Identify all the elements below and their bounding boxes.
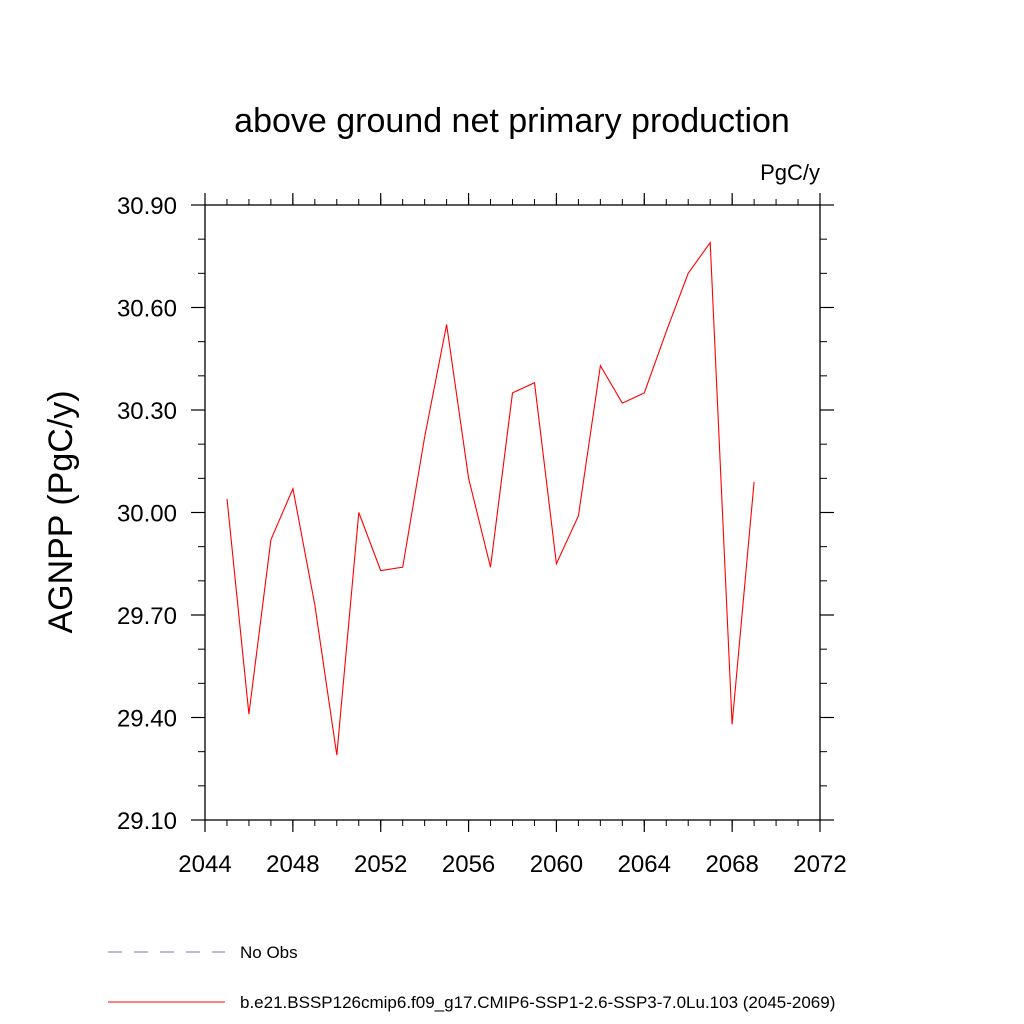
x-tick-label: 2064 [618,851,671,878]
x-tick-label: 2044 [178,851,231,878]
chart-title: above ground net primary production [234,102,790,140]
y-tick-label: 29.10 [117,808,177,835]
y-axis-label: AGNPP (PgC/y) [42,390,80,633]
x-tick-label: 2048 [266,851,319,878]
units-label: PgC/y [760,160,820,185]
y-tick-label: 30.00 [117,501,177,528]
series-line [226,240,755,756]
y-tick-label: 30.30 [117,398,177,425]
x-tick-label: 2068 [705,851,758,878]
series-layer [226,240,755,756]
legend-label: No Obs [240,943,298,962]
y-tick-label: 30.60 [117,296,177,323]
y-tick-label: 29.70 [117,603,177,630]
x-tick-label: 2060 [530,851,583,878]
y-tick-label: 29.40 [117,706,177,733]
axes: 2044 2048 2052 2056 2060 2064 2068 2072 29.10 29.… [117,193,847,878]
x-tick-label: 2052 [354,851,407,878]
legend: No Obs b.e21.BSSP126cmip6.f09_g17.CMIP6-S… [108,943,835,1012]
x-tick-label: 2072 [793,851,846,878]
x-tick-label: 2056 [442,851,495,878]
legend-label: b.e21.BSSP126cmip6.f09_g17.CMIP6-SSP1-2.… [240,993,835,1012]
y-tick-label: 30.90 [117,193,177,220]
